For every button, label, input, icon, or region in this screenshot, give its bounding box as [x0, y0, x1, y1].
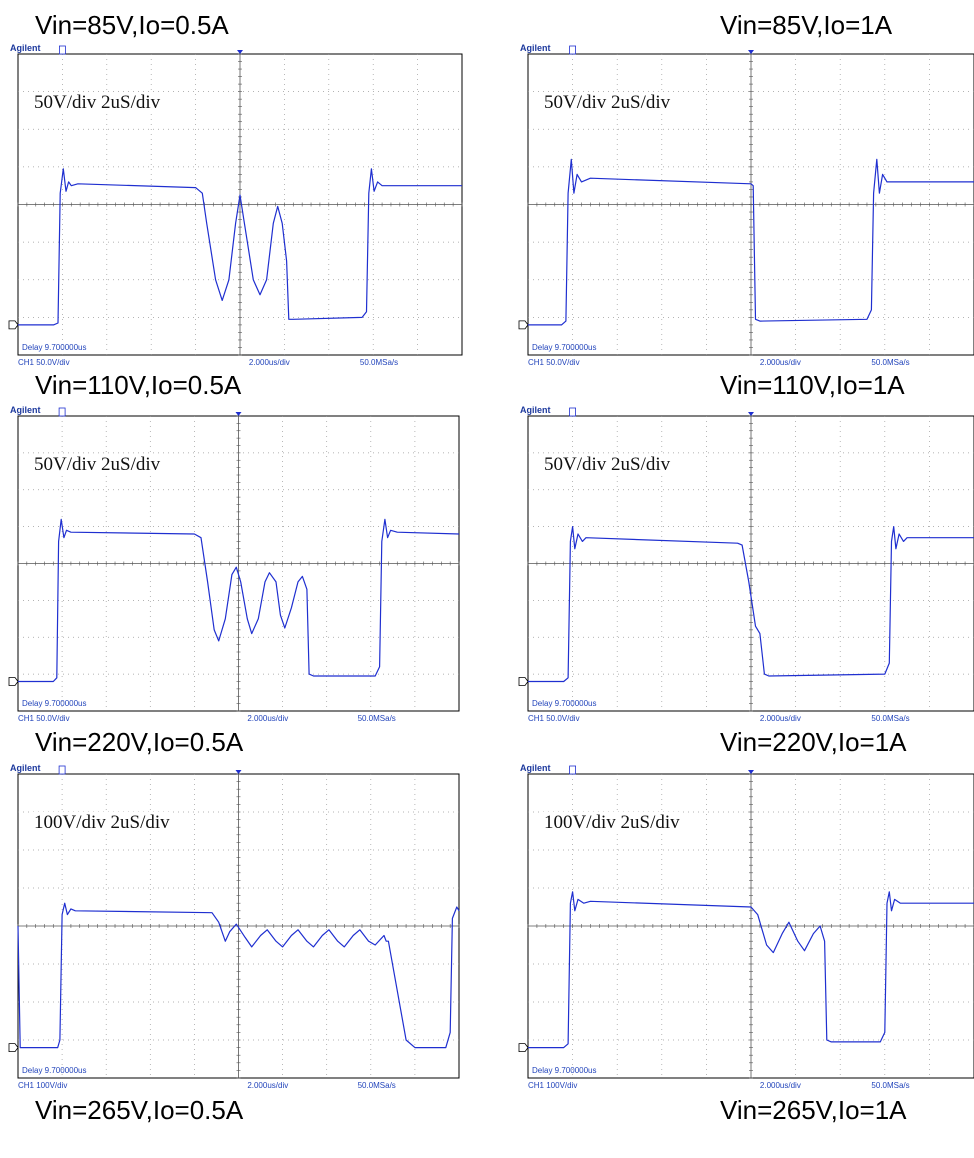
caption-110v-1a: Vin=110V,Io=1A	[720, 370, 905, 400]
sample-rate-readout: 50.0MSa/s	[357, 714, 396, 723]
scale-settings-label: 50V/div 2uS/div	[542, 92, 673, 114]
time-scale-readout: 2.000us/div	[247, 1081, 289, 1090]
channel-scale-readout: CH1 100V/div	[18, 1081, 68, 1090]
ground-reference-icon	[518, 677, 529, 686]
waveform-trace	[528, 891, 974, 1049]
agilent-logo: Agilent	[10, 763, 41, 773]
scope-plot	[518, 407, 974, 712]
delay-marker-icon	[748, 412, 754, 416]
delay-readout: Delay 9.700000us	[22, 699, 87, 708]
waveform-trace	[528, 158, 974, 326]
delay-readout: Delay 9.700000us	[532, 343, 597, 352]
agilent-logo: Agilent	[520, 405, 551, 415]
time-scale-readout: 2.000us/div	[759, 358, 801, 367]
scale-settings-label: 100V/div 2uS/div	[32, 812, 172, 834]
scope-85v-1a: Agilent 50V/div 2uS/div Delay 9.700000us CH…	[518, 42, 974, 369]
trigger-icon	[58, 407, 66, 417]
scope-220v-0-5a: Agilent 100V/div 2uS/div Delay 9.700000us C…	[8, 762, 463, 1092]
caption-110v-0-5a: Vin=110V,Io=0.5A	[35, 370, 242, 400]
time-scale-readout: 2.000us/div	[248, 358, 290, 367]
agilent-logo: Agilent	[10, 43, 41, 53]
ground-reference-icon	[8, 677, 19, 686]
delay-readout: Delay 9.700000us	[532, 1066, 597, 1075]
delay-marker-icon	[748, 770, 754, 774]
trigger-icon	[58, 765, 66, 775]
sample-rate-readout: 50.0MSa/s	[871, 714, 910, 723]
trigger-icon	[59, 45, 66, 55]
agilent-logo: Agilent	[520, 43, 551, 53]
sample-rate-readout: 50.0MSa/s	[357, 1081, 396, 1090]
scale-settings-label: 100V/div 2uS/div	[542, 812, 682, 834]
ground-reference-icon	[518, 320, 529, 330]
channel-scale-readout: CH1 50.0V/div	[528, 358, 580, 367]
caption-85v-1a: Vin=85V,Io=1A	[720, 10, 893, 40]
ground-reference-icon	[8, 320, 19, 330]
channel-scale-readout: CH1 50.0V/div	[18, 714, 70, 723]
agilent-logo: Agilent	[10, 405, 41, 415]
scope-110v-0-5a: Agilent 50V/div 2uS/div Delay 9.700000us CH…	[8, 404, 463, 725]
waveform-trace	[528, 525, 974, 683]
caption-265v-1a: Vin=265V,Io=1A	[720, 1095, 907, 1125]
sample-rate-readout: 50.0MSa/s	[871, 358, 910, 367]
trigger-icon	[569, 45, 576, 55]
caption-220v-0-5a: Vin=220V,Io=0.5A	[35, 727, 244, 757]
ground-reference-icon	[8, 1043, 19, 1052]
sample-rate-readout: 50.0MSa/s	[871, 1081, 910, 1090]
delay-readout: Delay 9.700000us	[22, 343, 87, 352]
caption-265v-0-5a: Vin=265V,Io=0.5A	[35, 1095, 244, 1125]
time-scale-readout: 2.000us/div	[759, 1081, 801, 1090]
delay-readout: Delay 9.700000us	[22, 1066, 87, 1075]
time-scale-readout: 2.000us/div	[759, 714, 801, 723]
scope-plot	[8, 407, 460, 712]
waveform-trace	[18, 168, 462, 326]
trigger-icon	[569, 407, 576, 417]
delay-marker-icon	[235, 412, 242, 416]
waveform-trace	[18, 518, 460, 683]
caption-220v-1a: Vin=220V,Io=1A	[720, 727, 907, 757]
scale-settings-label: 50V/div 2uS/div	[32, 92, 163, 114]
caption-85v-0-5a: Vin=85V,Io=0.5A	[35, 10, 229, 40]
ground-reference-icon	[518, 1043, 529, 1052]
scope-85v-0-5a: Agilent 50V/div 2uS/div Delay 9.700000us CH…	[8, 42, 466, 369]
scope-110v-1a: Agilent 50V/div 2uS/div Delay 9.700000us CH…	[518, 404, 974, 725]
scale-settings-label: 50V/div 2uS/div	[32, 454, 163, 476]
scale-settings-label: 50V/div 2uS/div	[542, 454, 673, 476]
channel-scale-readout: CH1 100V/div	[528, 1081, 578, 1090]
time-scale-readout: 2.000us/div	[247, 714, 289, 723]
delay-marker-icon	[748, 50, 754, 54]
scope-220v-1a: Agilent 100V/div 2uS/div Delay 9.700000us C…	[518, 762, 974, 1092]
delay-marker-icon	[237, 50, 243, 54]
trigger-icon	[569, 765, 576, 775]
sample-rate-readout: 50.0MSa/s	[359, 358, 399, 367]
delay-readout: Delay 9.700000us	[532, 699, 597, 708]
agilent-logo: Agilent	[520, 763, 551, 773]
channel-scale-readout: CH1 50.0V/div	[528, 714, 580, 723]
channel-scale-readout: CH1 50.0V/div	[18, 358, 70, 367]
waveform-trace	[17, 902, 460, 1049]
delay-marker-icon	[235, 770, 242, 774]
